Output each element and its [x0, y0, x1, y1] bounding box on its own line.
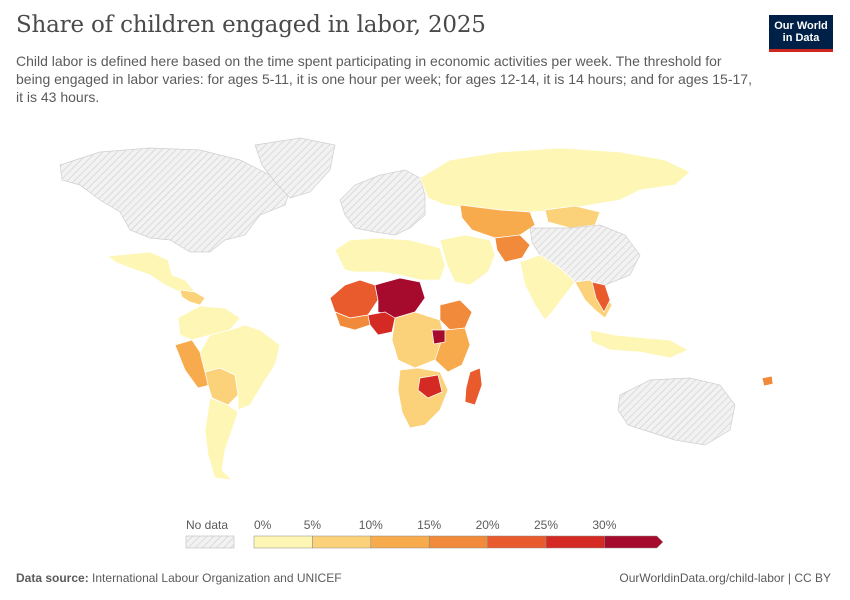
- legend-tick-label-2: 10%: [359, 518, 383, 532]
- legend-swatch-4[interactable]: [487, 535, 547, 549]
- legend-swatch-3[interactable]: [428, 535, 488, 549]
- region-nigeria[interactable]: [367, 311, 396, 336]
- region-southern-africa[interactable]: [397, 367, 449, 429]
- region-mexico[interactable]: [107, 251, 196, 293]
- region-laos[interactable]: [591, 281, 611, 313]
- region-middle-east[interactable]: [439, 234, 496, 286]
- legend-tick-label-0: 0%: [254, 518, 272, 532]
- owid-logo[interactable]: Our World in Data: [769, 15, 833, 52]
- source-text: International Labour Organization and UN…: [92, 571, 342, 585]
- chart-subtitle: Child labor is defined here based on the…: [16, 53, 752, 105]
- region-brazil[interactable]: [199, 324, 281, 411]
- region-sahel-central[interactable]: [374, 277, 426, 319]
- region-ethiopia[interactable]: [439, 299, 473, 331]
- region-indonesia[interactable]: [589, 329, 689, 359]
- logo-line-1: Our World: [774, 20, 828, 32]
- region-europe[interactable]: [339, 169, 426, 236]
- legend-swatch-0[interactable]: [253, 535, 313, 549]
- logo-line-2: in Data: [782, 32, 820, 44]
- region-southern-cone[interactable]: [204, 397, 239, 481]
- region-russia[interactable]: [419, 147, 691, 213]
- region-north-africa[interactable]: [334, 237, 446, 281]
- legend-tick-label-3: 15%: [417, 518, 441, 532]
- region-zimbabwe[interactable]: [417, 374, 443, 399]
- legend-no-data-swatch: [185, 535, 235, 549]
- region-australia[interactable]: [617, 377, 736, 446]
- world-map[interactable]: No data 0% 5% 10% 15% 20% 25% 30%: [0, 120, 850, 560]
- map-legend: No data 0% 5% 10% 15% 20% 25% 30%: [185, 518, 664, 549]
- legend-swatch-6[interactable]: [604, 535, 664, 549]
- legend-tick-label-4: 20%: [476, 518, 500, 532]
- region-central-america[interactable]: [179, 289, 206, 306]
- chart-title: Share of children engaged in labor, 2025: [16, 12, 486, 38]
- source-label: Data source:: [16, 571, 89, 585]
- region-afghanistan[interactable]: [494, 234, 531, 263]
- legend-swatch-5[interactable]: [545, 535, 605, 549]
- region-uganda[interactable]: [431, 329, 446, 345]
- legend-swatch-2[interactable]: [370, 535, 430, 549]
- map-regions: [59, 137, 774, 481]
- region-greenland[interactable]: [254, 137, 336, 199]
- region-pacific-islands[interactable]: [761, 375, 774, 387]
- legend-bins: 0% 5% 10% 15% 20% 25% 30%: [253, 518, 664, 549]
- legend-tick-label-1: 5%: [304, 518, 322, 532]
- region-mongolia[interactable]: [544, 205, 601, 229]
- footer-url[interactable]: OurWorldinData.org/child-labor | CC BY: [619, 571, 831, 585]
- footer-source: Data source: International Labour Organi…: [16, 571, 342, 585]
- legend-no-data-label: No data: [186, 518, 228, 532]
- region-sahel-west[interactable]: [329, 279, 379, 319]
- region-north-america[interactable]: [59, 147, 291, 253]
- legend-tick-label-6: 30%: [592, 518, 616, 532]
- region-madagascar[interactable]: [464, 367, 483, 406]
- legend-swatch-1[interactable]: [312, 535, 372, 549]
- region-india[interactable]: [519, 254, 576, 321]
- legend-tick-label-5: 25%: [534, 518, 558, 532]
